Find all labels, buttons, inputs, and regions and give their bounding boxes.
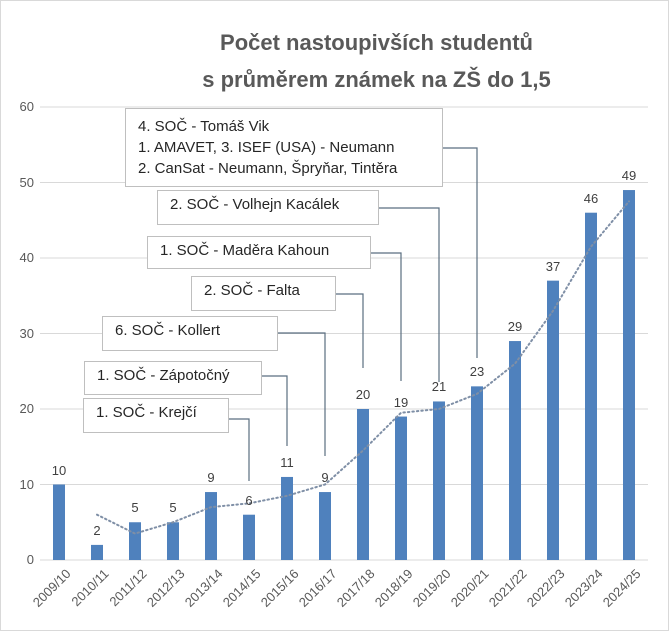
- callout-text: 2. CanSat - Neumann, Špryňar, Tintěra: [138, 160, 398, 177]
- bar: [243, 514, 255, 560]
- y-tick-label: 20: [19, 401, 34, 416]
- data-label: 49: [621, 168, 637, 184]
- y-tick-label: 60: [19, 99, 34, 114]
- callout-2018-19: 1. SOČ - Maděra Kahoun: [147, 236, 371, 269]
- data-label: 23: [469, 364, 485, 380]
- y-tick-label: 30: [19, 325, 34, 341]
- callout-text: 1. SOČ - Krejčí: [96, 404, 197, 421]
- callout-2016-17: 6. SOČ - Kollert: [102, 316, 278, 351]
- data-label: 5: [169, 500, 177, 516]
- bar: [129, 522, 141, 560]
- callout-text: 4. SOČ - Tomáš Vik: [138, 118, 270, 135]
- bar: [585, 212, 597, 560]
- callout-2020-21: 4. SOČ - Tomáš Vik 1. AMAVET, 3. ISEF (U…: [125, 108, 443, 187]
- callout-connector: [443, 147, 478, 358]
- bar: [509, 341, 521, 560]
- callout-2019-20: 2. SOČ - Volhejn Kacálek: [157, 190, 379, 225]
- data-label: 29: [507, 319, 523, 335]
- chart-title-line-2: s průměrem známek na ZŠ do 1,5: [202, 67, 551, 92]
- callout-text: 6. SOČ - Kollert: [115, 322, 221, 339]
- bar: [471, 386, 483, 560]
- callout-connector: [278, 332, 326, 456]
- data-label: 11: [280, 454, 294, 470]
- data-label: 21: [431, 379, 447, 395]
- callout-connector: [371, 252, 402, 381]
- bar: [357, 409, 369, 560]
- data-label: 5: [131, 500, 139, 516]
- y-tick-label: 10: [19, 476, 34, 492]
- bar: [547, 280, 559, 560]
- callout-text: 2. SOČ - Falta: [204, 282, 300, 299]
- data-label: 20: [355, 387, 371, 402]
- y-tick-label: 40: [19, 250, 34, 265]
- y-tick-label: 0: [26, 552, 34, 567]
- data-label: 37: [545, 258, 561, 274]
- callout-connector: [379, 207, 440, 382]
- bar: [623, 190, 635, 561]
- y-tick-label: 50: [19, 174, 34, 190]
- callout-connector: [229, 418, 250, 481]
- callout-text: 2. SOČ - Volhejn Kacálek: [170, 196, 340, 213]
- callout-connector: [336, 293, 364, 368]
- bar: [319, 492, 331, 560]
- chart-title-line-1: Počet nastoupivších studentů: [220, 30, 533, 55]
- data-label: 9: [321, 470, 329, 486]
- callout-text: 1. SOČ - Maděra Kahoun: [160, 242, 330, 259]
- callout-2017-18: 2. SOČ - Falta: [191, 276, 336, 311]
- data-label: 9: [207, 470, 215, 486]
- trendline: [96, 200, 630, 535]
- callout-2014-15: 1. SOČ - Krejčí: [83, 398, 229, 433]
- bar: [205, 492, 217, 560]
- bar: [91, 544, 103, 560]
- callout-text: 1. SOČ - Zápotočný: [97, 367, 230, 384]
- bar: [395, 416, 407, 560]
- bar: [53, 484, 65, 560]
- bar: [281, 476, 293, 560]
- data-label: 46: [583, 190, 599, 206]
- data-label: 19: [393, 394, 409, 410]
- bar: [433, 401, 445, 560]
- callout-2015-16: 1. SOČ - Zápotočný: [84, 361, 262, 395]
- data-label: 6: [245, 492, 253, 508]
- bar: [167, 522, 179, 560]
- callout-text: 1. AMAVET, 3. ISEF (USA) - Neumann: [138, 139, 395, 156]
- data-label: 2: [93, 522, 101, 538]
- data-label: 10: [51, 462, 67, 478]
- callout-connector: [262, 375, 288, 446]
